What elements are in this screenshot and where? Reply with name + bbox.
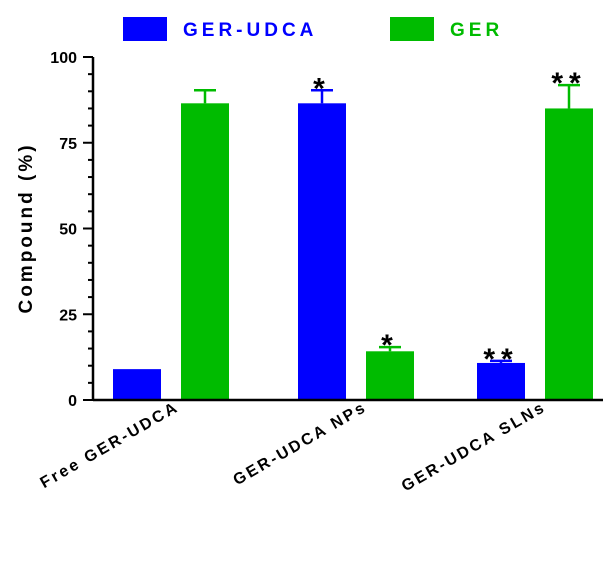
legend-label: GER-UDCA	[183, 20, 317, 41]
bar-ger-1	[366, 351, 414, 400]
y-tick-label: 75	[59, 136, 77, 153]
x-tick-label: GER-UDCA SLNs	[399, 399, 549, 495]
bar-ger-udca-1	[298, 103, 346, 401]
y-tick-label: 50	[59, 222, 77, 239]
x-tick-label: Free GER-UDCA	[38, 399, 182, 492]
legend-label: GER	[450, 20, 503, 41]
significance-mark: *	[381, 329, 399, 362]
significance-marks: ******	[313, 67, 586, 376]
significance-mark: *	[313, 72, 331, 105]
error-bars	[194, 83, 580, 363]
legend: GER-UDCA GER	[123, 17, 503, 41]
legend-swatch	[123, 17, 167, 41]
bars	[113, 103, 593, 401]
bar-ger-udca-2	[477, 362, 525, 400]
legend-swatch	[390, 17, 434, 41]
significance-mark: **	[551, 67, 586, 100]
y-tick-label: 100	[50, 50, 77, 67]
significance-mark: **	[483, 343, 518, 376]
bar-ger-0	[181, 103, 229, 401]
y-tick-label: 0	[68, 393, 77, 410]
y-axis-label: Compound (%)	[16, 142, 37, 313]
bar-ger-2	[545, 108, 593, 400]
y-tick-label: 25	[59, 307, 77, 324]
x-tick-label: GER-UDCA NPs	[231, 399, 370, 489]
bar-ger-udca-0	[113, 369, 161, 400]
